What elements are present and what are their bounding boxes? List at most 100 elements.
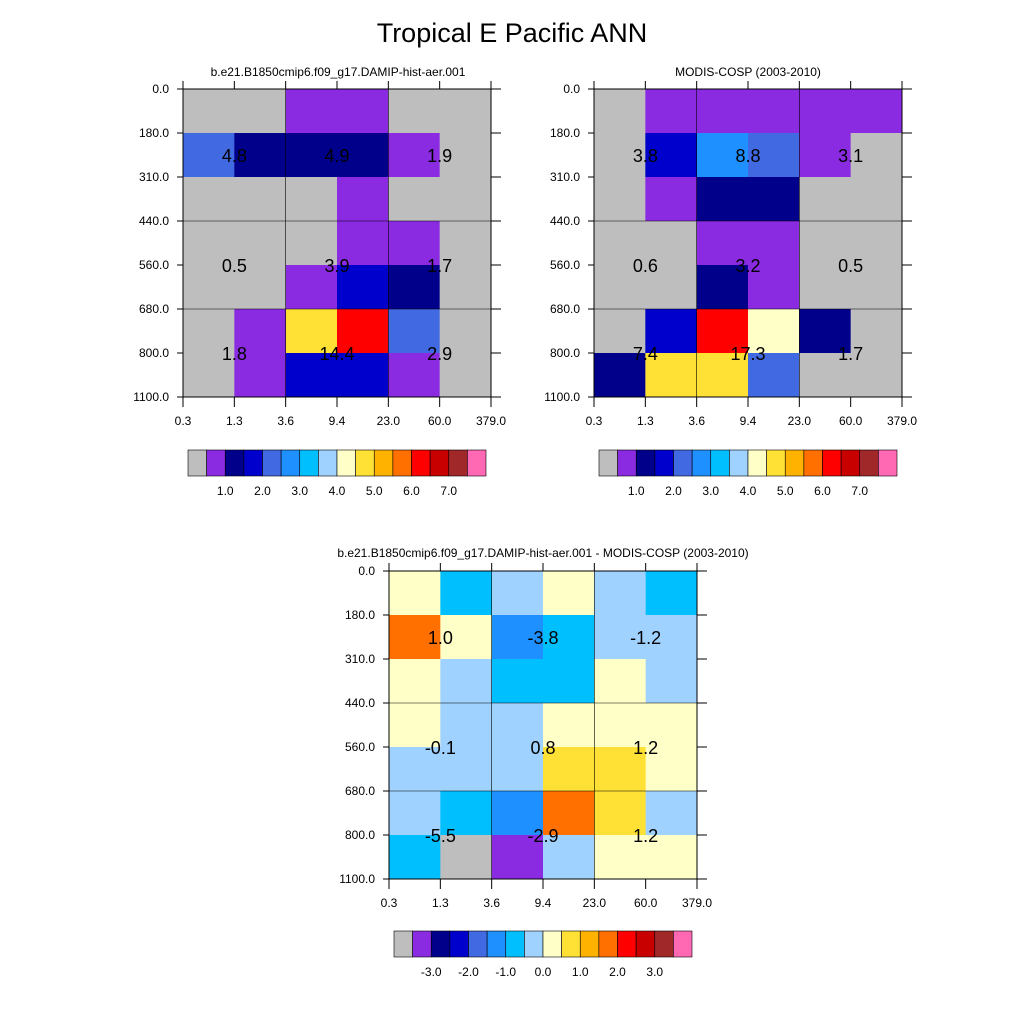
colorbar-swatch: [524, 930, 544, 958]
x-tick-label: 23.0: [788, 414, 812, 428]
colorbar-swatch: [635, 930, 656, 958]
x-tick-label: 1.3: [226, 414, 243, 428]
colorbar-swatch: [280, 449, 301, 477]
heatmap-cell: [440, 747, 493, 792]
heatmap-cell: [491, 571, 544, 616]
colorbar-swatch: [430, 930, 451, 958]
colorbar-swatch: [691, 449, 712, 477]
heatmap-cell: [645, 703, 698, 748]
heatmap-cell: [543, 571, 595, 616]
heatmap-cell: [337, 265, 389, 310]
y-tick-label: 0.0: [152, 82, 169, 96]
heatmap-cell: [748, 221, 800, 266]
cell-value-label: -5.5: [425, 826, 456, 846]
cell-value-label: 0.5: [838, 256, 863, 276]
heatmap-cell: [799, 353, 852, 398]
cell-value-label: 17.3: [730, 344, 765, 364]
colorbar-label: 5.0: [777, 484, 794, 498]
x-tick-label: 0.3: [175, 414, 192, 428]
colorbar-label: 3.0: [291, 484, 308, 498]
heatmap-cell: [234, 353, 287, 398]
colorbar-model: 1.0 2.0 3.0 4.0 5.0 6.0 7.0: [187, 449, 487, 498]
colorbar-swatch: [299, 449, 319, 477]
cell-value-label: 1.2: [633, 738, 658, 758]
y-tick-label: 440.0: [139, 214, 169, 228]
x-tick-label: 379.0: [682, 896, 712, 910]
heatmap-cell: [594, 659, 647, 704]
x-tick-label: 0.3: [381, 896, 398, 910]
heatmap-cell: [543, 659, 595, 704]
colorbar-label: 3.0: [646, 965, 663, 979]
heatmap-cell: [645, 177, 698, 222]
x-tick-label: 23.0: [583, 896, 607, 910]
colorbar-swatch: [654, 930, 674, 958]
colorbar-swatch: [318, 449, 338, 477]
heatmap-cell: [850, 265, 903, 310]
y-tick-label: 800.0: [345, 828, 375, 842]
y-tick-label: 680.0: [345, 784, 375, 798]
y-tick-label: 180.0: [345, 608, 375, 622]
heatmap-cell: [645, 221, 698, 266]
heatmap-cell: [543, 791, 595, 836]
colorbar-swatch: [206, 449, 226, 477]
cell-value-label: -0.1: [425, 738, 456, 758]
heatmap-cell: [440, 835, 493, 880]
colorbar-swatch: [859, 449, 879, 477]
x-tick-label: 9.4: [535, 896, 552, 910]
heatmap-cell: [389, 747, 441, 792]
cell-value-label: 4.8: [222, 146, 247, 166]
colorbar-swatch: [635, 449, 656, 477]
heatmap-cell: [285, 265, 338, 310]
heatmap-cell: [439, 89, 492, 134]
heatmap-cell: [594, 309, 646, 354]
colorbar-label: 6.0: [403, 484, 420, 498]
colorbar-swatch: [654, 449, 674, 477]
heatmap-cell: [799, 133, 852, 178]
y-tick-label: 560.0: [139, 258, 169, 272]
heatmap-cell: [645, 89, 698, 134]
heatmap-cell: [799, 89, 852, 134]
heatmap-cell: [594, 89, 646, 134]
colorbar-label: 5.0: [366, 484, 383, 498]
heatmap-cell: [594, 791, 647, 836]
colorbar-label: 7.0: [440, 484, 457, 498]
heatmap-cell: [388, 265, 441, 310]
x-tick-label: 379.0: [476, 414, 506, 428]
heatmap-cell: [388, 353, 441, 398]
heatmap-cell: [234, 133, 287, 178]
heatmap-cell: [748, 133, 800, 178]
heatmap-cell: [389, 791, 441, 836]
heatmap-cell: [439, 353, 492, 398]
heatmap-cell: [389, 615, 441, 660]
heatmap-values-model: 4.8 4.9 1.9 0.5 3.9 1.7 1.8 14.4 2.9: [222, 146, 452, 364]
colorbar-label: 1.0: [572, 965, 589, 979]
heatmap-cell: [543, 615, 595, 660]
heatmap-cell: [748, 309, 800, 354]
heatmap-cell: [491, 747, 544, 792]
heatmap-cell: [696, 221, 749, 266]
heatmap-cells-diff: [389, 571, 698, 880]
colorbar-label: 2.0: [254, 484, 271, 498]
x-tick-label: 3.6: [483, 896, 500, 910]
heatmap-cell: [388, 89, 441, 134]
heatmap-cell: [645, 309, 698, 354]
heatmap-cell: [491, 703, 544, 748]
colorbar-swatch: [747, 449, 767, 477]
x-tick-label: 3.6: [277, 414, 294, 428]
heatmap-cell: [285, 133, 338, 178]
x-tick-label: 23.0: [377, 414, 401, 428]
colorbar-label: 3.0: [702, 484, 719, 498]
colorbar-swatch: [617, 930, 637, 958]
colorbar-swatch: [243, 449, 263, 477]
cell-value-label: 1.2: [633, 826, 658, 846]
heatmap-cell: [748, 265, 800, 310]
heatmap-cell: [183, 309, 235, 354]
heatmap-cell: [850, 309, 903, 354]
heatmap-cell: [748, 177, 800, 222]
heatmap-cell: [183, 177, 235, 222]
heatmap-cell: [337, 133, 389, 178]
x-tick-label: 60.0: [428, 414, 452, 428]
cell-value-label: 1.7: [838, 344, 863, 364]
main-title: Tropical E Pacific ANN: [377, 18, 648, 48]
cell-value-label: 2.9: [427, 344, 452, 364]
